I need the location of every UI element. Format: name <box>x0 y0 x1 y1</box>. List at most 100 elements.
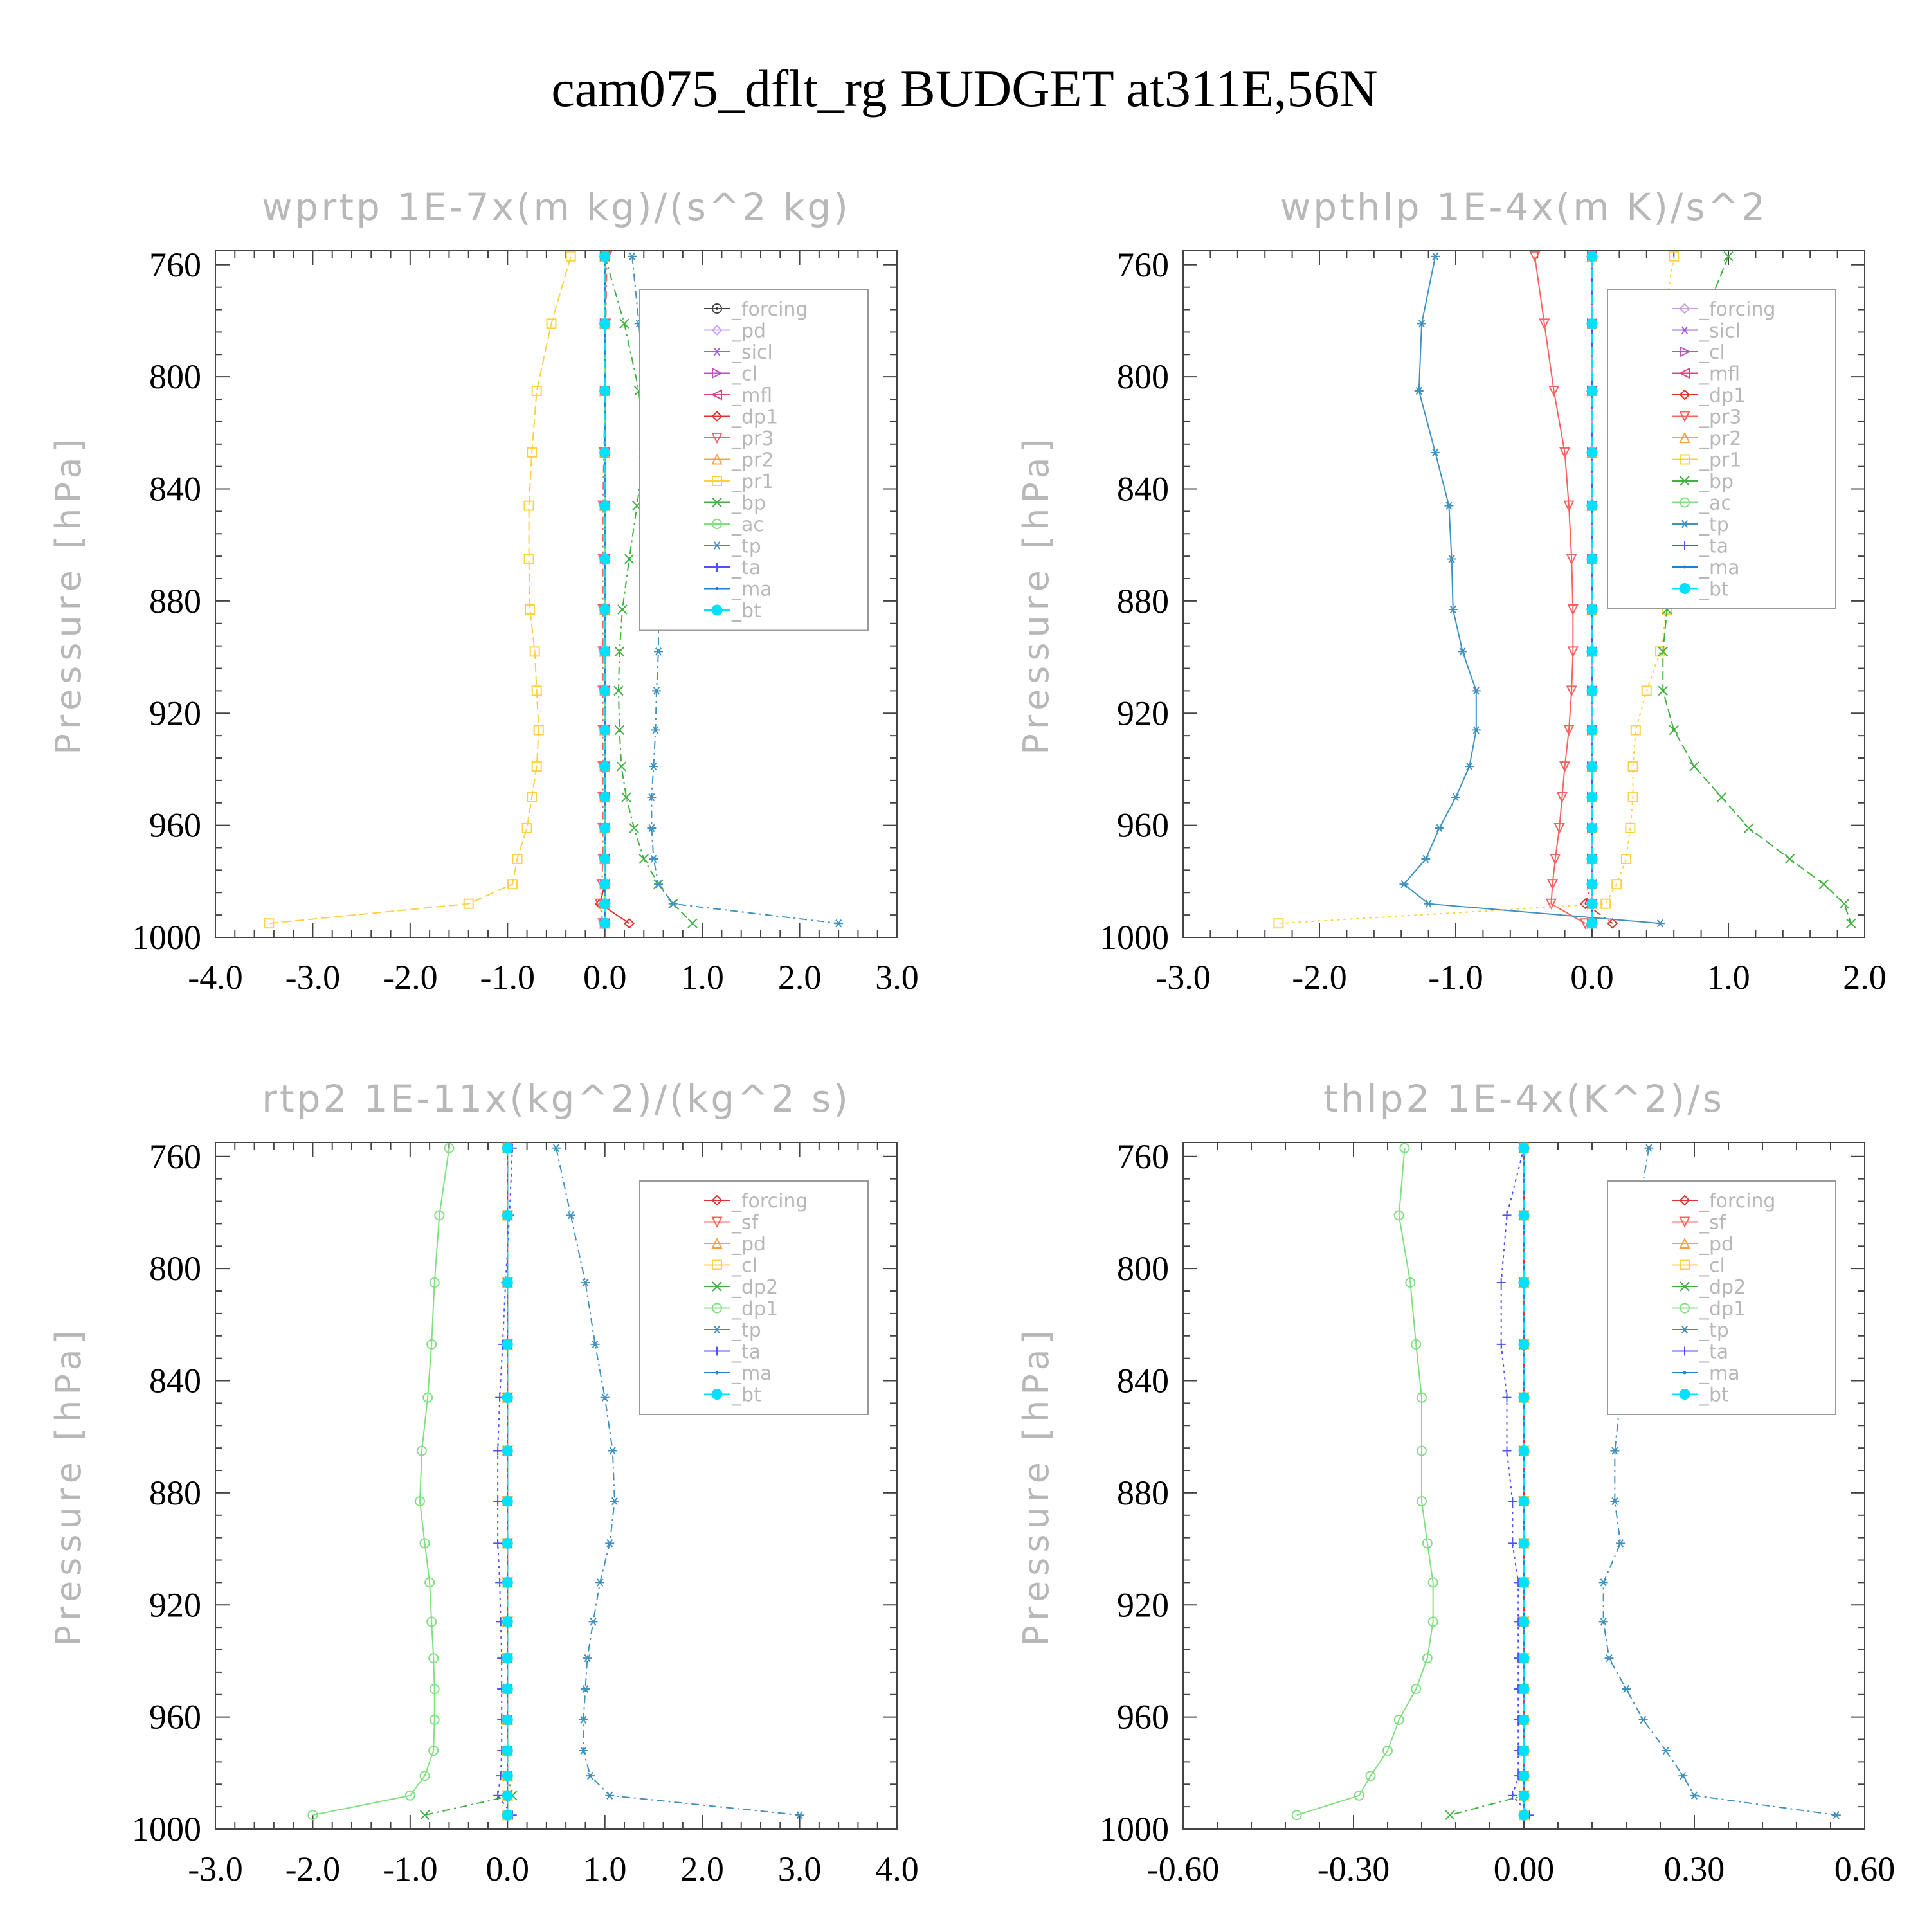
data-point <box>795 1811 804 1819</box>
data-point <box>1586 853 1598 865</box>
data-point <box>1508 1539 1517 1548</box>
data-point <box>1658 685 1668 696</box>
data-point <box>502 1142 513 1154</box>
y-axis-label: Pressure [hPa] <box>48 433 89 754</box>
data-point <box>624 917 635 929</box>
data-point <box>502 1576 513 1588</box>
legend-entry: _ta <box>704 1341 761 1364</box>
legend-label: _pr3 <box>731 428 774 450</box>
legend-marker <box>711 389 722 401</box>
data-point <box>1661 1746 1671 1755</box>
legend-entry: _mfl <box>704 384 772 407</box>
data-point <box>502 1445 513 1457</box>
series-bt <box>1518 1142 1530 1821</box>
data-point <box>1465 762 1474 771</box>
data-point <box>1458 647 1467 656</box>
data-point <box>1669 251 1680 262</box>
data-point <box>429 1684 440 1695</box>
legend-label: _cl <box>1699 1255 1725 1277</box>
data-point <box>502 1809 513 1821</box>
legend-marker <box>1680 497 1690 508</box>
data-point <box>1471 726 1481 734</box>
data-point <box>1444 501 1454 510</box>
legend-label: _tp <box>1699 1319 1729 1342</box>
data-point <box>1422 1538 1433 1549</box>
data-point <box>521 822 532 833</box>
x-tick-label: -1.0 <box>480 958 535 997</box>
data-point <box>552 1144 561 1152</box>
series-tp <box>1399 252 1665 928</box>
data-point <box>1451 793 1460 802</box>
data-point <box>599 724 611 736</box>
data-point <box>1539 318 1550 330</box>
data-point <box>1393 1714 1404 1725</box>
data-point <box>419 1538 430 1549</box>
data-point <box>1839 898 1849 909</box>
legend-entry: _cl <box>1672 1255 1725 1277</box>
data-point <box>599 917 611 929</box>
data-point <box>415 1495 425 1506</box>
legend-entry: _cl <box>704 363 757 386</box>
data-point <box>493 1496 503 1506</box>
series-bt <box>1586 251 1598 929</box>
data-point <box>1427 1577 1438 1588</box>
data-point <box>404 1790 415 1801</box>
data-point <box>1502 1446 1512 1456</box>
data-point <box>619 318 629 329</box>
legend-marker <box>1679 303 1690 314</box>
data-point <box>1546 879 1559 890</box>
legend-marker <box>715 1371 719 1375</box>
x-tick-label: 1.0 <box>680 958 724 997</box>
legend-label: _sicl <box>731 341 773 364</box>
x-tick-label: -2.0 <box>383 958 437 997</box>
legend-entry: _dp1 <box>1672 1298 1746 1321</box>
data-point <box>527 447 538 458</box>
legend-entry: _sf <box>704 1212 759 1234</box>
data-point <box>579 1746 588 1755</box>
legend-entry: _dp2 <box>704 1276 778 1299</box>
y-tick-label: 920 <box>149 1585 201 1624</box>
data-point <box>1445 1810 1455 1820</box>
legend-entry: _pr1 <box>1672 449 1741 472</box>
data-point <box>527 792 538 803</box>
data-point <box>502 1277 513 1288</box>
legend-label: _cl <box>1699 341 1725 364</box>
legend-marker <box>711 1216 723 1228</box>
data-point <box>1496 1339 1506 1349</box>
legend-box <box>1607 1180 1836 1415</box>
legend-entry: _bt <box>704 1384 761 1407</box>
y-tick-label: 1000 <box>132 918 201 957</box>
data-point <box>651 726 660 734</box>
data-point <box>687 918 698 928</box>
legend-label: _sf <box>731 1212 759 1234</box>
legend-marker <box>1679 411 1690 422</box>
legend-entry: _forcing <box>704 1190 808 1213</box>
data-point <box>599 554 611 565</box>
legend-marker <box>1680 326 1689 334</box>
legend-marker <box>1680 1325 1689 1334</box>
legend-marker <box>712 1346 721 1356</box>
legend-marker <box>1679 1237 1690 1249</box>
legend-marker <box>711 1195 723 1206</box>
legend-label: _pr1 <box>731 471 774 493</box>
data-point <box>531 761 542 772</box>
data-point <box>638 854 649 864</box>
data-point <box>424 1577 435 1588</box>
legend-marker <box>711 433 723 444</box>
legend-box <box>639 289 869 631</box>
legend-label: _ac <box>731 514 764 536</box>
data-point <box>581 1684 590 1693</box>
data-point <box>1658 646 1668 657</box>
data-point <box>523 500 534 511</box>
legend-entry: _tp <box>704 1319 761 1342</box>
legend-box <box>639 1180 869 1415</box>
legend-label: _dp1 <box>731 406 778 429</box>
data-point <box>599 791 611 803</box>
y-axis-label: Pressure [hPa] <box>1016 433 1056 754</box>
data-point <box>1598 1618 1608 1626</box>
data-point <box>1422 1653 1433 1664</box>
x-tick-label: 2.0 <box>680 1850 724 1888</box>
legend-label: _forcing <box>1699 1190 1775 1213</box>
data-point <box>1518 1616 1530 1627</box>
chart-title: thlp2 1E-4x(K^2)/s <box>1323 1077 1725 1121</box>
